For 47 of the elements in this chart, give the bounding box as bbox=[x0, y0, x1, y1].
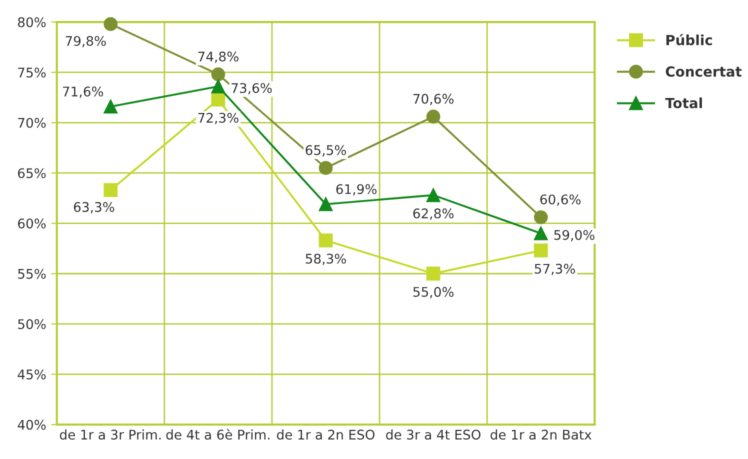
x-tick-label: de 3r a 4t ESO bbox=[386, 429, 480, 440]
point bbox=[534, 210, 548, 224]
data-label: 71,6% bbox=[62, 86, 104, 98]
point bbox=[426, 110, 440, 124]
data-label: 79,8% bbox=[66, 36, 106, 48]
point bbox=[104, 100, 118, 114]
data-label: 65,5% bbox=[306, 145, 346, 156]
data-label: 61,9% bbox=[336, 184, 377, 196]
data-label: 59,0% bbox=[554, 230, 594, 242]
y-tick-label: 60% bbox=[18, 218, 46, 229]
y-tick-label: 50% bbox=[18, 319, 46, 330]
point bbox=[426, 266, 440, 281]
point bbox=[318, 161, 333, 175]
legend-label: Concertat bbox=[666, 66, 742, 77]
x-tick-label: de 1r a 3r Prim. bbox=[60, 429, 161, 440]
legend-label: Públic bbox=[666, 34, 712, 46]
point bbox=[534, 226, 548, 240]
point bbox=[318, 233, 333, 248]
y-tick-label: 45% bbox=[18, 369, 46, 380]
data-label: 73,6% bbox=[232, 83, 272, 94]
point bbox=[211, 67, 226, 82]
y-tick-label: 70% bbox=[18, 118, 46, 128]
data-label: 58,3% bbox=[306, 254, 346, 266]
y-tick-label: 40% bbox=[18, 420, 46, 430]
point bbox=[426, 188, 440, 202]
x-tick-label: de 1r a 2n ESO bbox=[276, 429, 375, 440]
y-tick-label: 75% bbox=[18, 68, 46, 78]
y-tick-label: 65% bbox=[18, 168, 46, 178]
x-tick-label: de 1r a 2n Batx bbox=[490, 429, 592, 440]
data-label: 60,6% bbox=[540, 194, 581, 206]
y-tick-label: 55% bbox=[18, 268, 46, 279]
point bbox=[211, 92, 226, 106]
data-label: 57,3% bbox=[534, 264, 575, 276]
x-tick-label: de 4t a 6è Prim. bbox=[166, 428, 270, 440]
y-tick-label: 80% bbox=[18, 17, 46, 28]
data-label: 74,8% bbox=[198, 52, 238, 63]
point bbox=[211, 79, 226, 94]
data-label: 63,3% bbox=[74, 202, 114, 214]
legend-label: Total bbox=[665, 98, 702, 108]
data-label: 55,0% bbox=[413, 286, 454, 298]
point bbox=[104, 183, 118, 198]
data-label: 72,3% bbox=[198, 112, 238, 124]
point bbox=[534, 244, 548, 258]
point bbox=[104, 17, 118, 31]
data-label: 62,8% bbox=[413, 208, 454, 220]
point bbox=[318, 197, 333, 212]
data-label: 70,6% bbox=[413, 94, 454, 106]
